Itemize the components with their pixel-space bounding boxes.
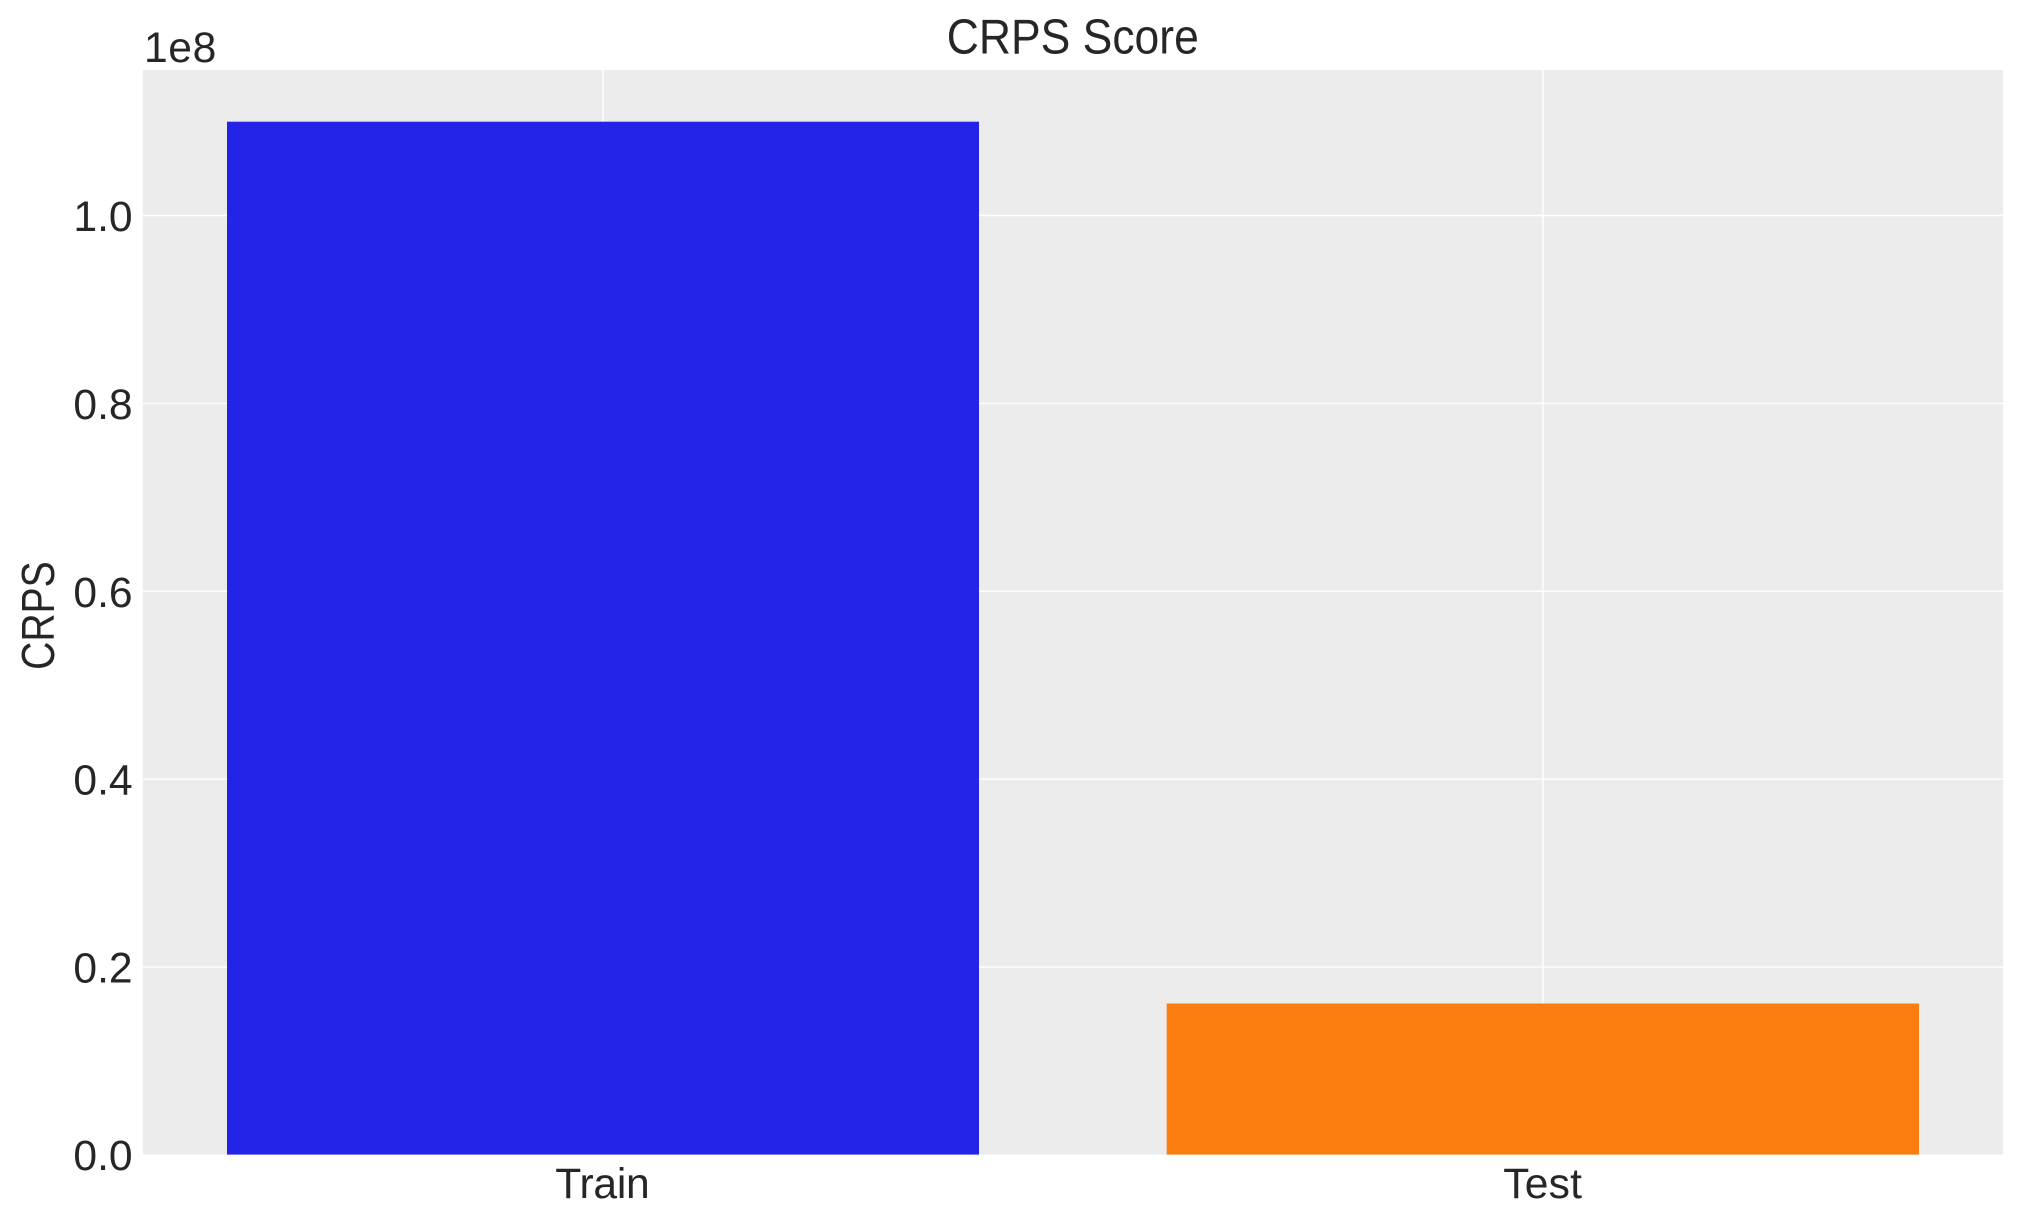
svg-text:0.6: 0.6 bbox=[73, 569, 132, 617]
svg-text:1e8: 1e8 bbox=[144, 24, 216, 72]
svg-text:1.0: 1.0 bbox=[73, 193, 132, 241]
svg-text:CRPS Score: CRPS Score bbox=[947, 10, 1199, 65]
svg-text:0.0: 0.0 bbox=[73, 1132, 132, 1180]
svg-text:CRPS: CRPS bbox=[12, 561, 64, 670]
svg-text:Test: Test bbox=[1503, 1160, 1582, 1208]
svg-text:Train: Train bbox=[555, 1160, 650, 1208]
svg-text:0.4: 0.4 bbox=[73, 757, 132, 805]
svg-text:0.8: 0.8 bbox=[73, 381, 132, 429]
svg-text:0.2: 0.2 bbox=[73, 945, 132, 993]
